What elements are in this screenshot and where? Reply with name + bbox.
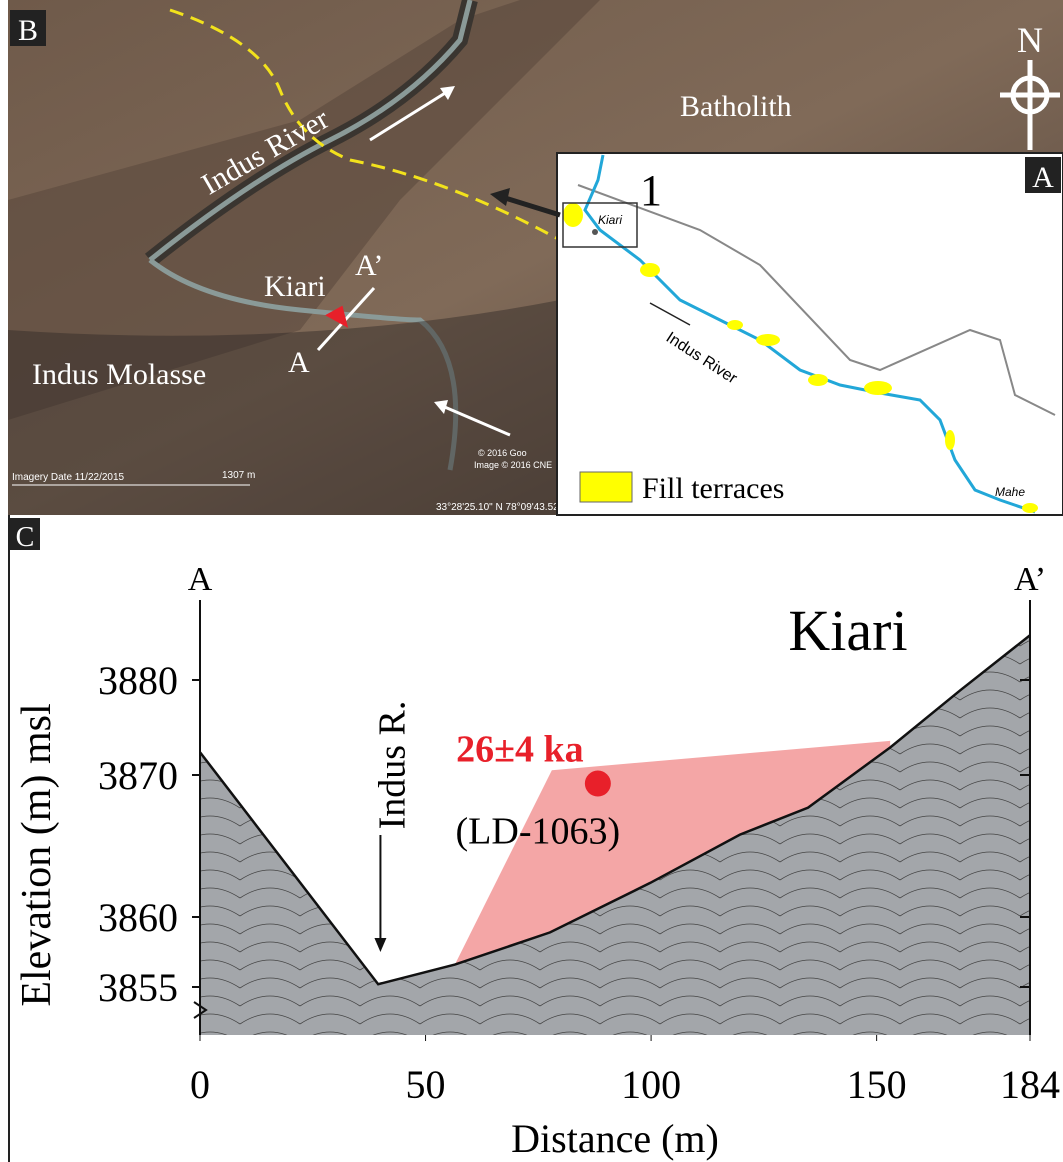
y-tick-label: 3860: [98, 895, 178, 940]
sample-point: [585, 771, 611, 797]
inset-frame: [557, 153, 1063, 515]
panel-label: C: [16, 522, 35, 553]
chart-title: Kiari: [788, 598, 907, 663]
x-axis-label: Distance (m): [511, 1116, 719, 1161]
y-axis-label: Elevation (m) msl: [14, 703, 60, 1006]
copyright: Image © 2016 CNE: [474, 460, 552, 470]
copyright: © 2016 Goo: [478, 448, 527, 458]
map-label: Batholith: [680, 90, 792, 123]
inset-map: Kiari Indus River Mahe 1 Fill terraces A: [490, 153, 1063, 515]
section-end-label: A: [188, 561, 213, 598]
river-label: Indus R.: [371, 701, 413, 830]
map-label: Kiari: [264, 270, 326, 303]
x-tick-label: 150: [847, 1062, 907, 1107]
x-tick-label: 50: [406, 1062, 446, 1107]
figure: Batholith Indus River Kiari A’ A Indus M…: [0, 0, 1063, 1162]
panel-label: B: [18, 14, 38, 47]
inset-label: Kiari: [598, 213, 622, 227]
map-label: Indus Molasse: [32, 358, 206, 391]
site-dot: [592, 229, 598, 235]
sample-age: 26±4 ka: [456, 729, 584, 771]
x-tick-label: 0: [190, 1062, 210, 1107]
map-label: A: [288, 346, 310, 379]
y-tick-label: 3870: [98, 753, 178, 798]
section-end-label: A’: [1014, 561, 1046, 598]
sample-id: (LD-1063): [456, 811, 621, 853]
inset-label: Mahe: [995, 485, 1025, 499]
y-tick-label: 3855: [98, 965, 178, 1010]
legend-swatch: [580, 472, 632, 502]
coordinates: 33°28'25.10" N 78°09'43.52: [436, 502, 559, 513]
x-tick-label: 100: [621, 1062, 681, 1107]
x-tick-label: 184: [1000, 1062, 1060, 1107]
y-tick-label: 3880: [98, 658, 178, 703]
map-label: A’: [355, 249, 383, 282]
imagery-date: Imagery Date 11/22/2015: [12, 472, 125, 483]
north-label: N: [1017, 20, 1043, 60]
cross-section: C A A’ Kiari Elevation (m) msl Distance …: [9, 515, 1060, 1162]
river-arrowhead: [374, 938, 386, 952]
panel-label: A: [1032, 161, 1054, 194]
legend-label: Fill terraces: [642, 472, 784, 505]
inset-marker: 1: [640, 166, 662, 215]
scale-label: 1307 m: [222, 470, 255, 481]
